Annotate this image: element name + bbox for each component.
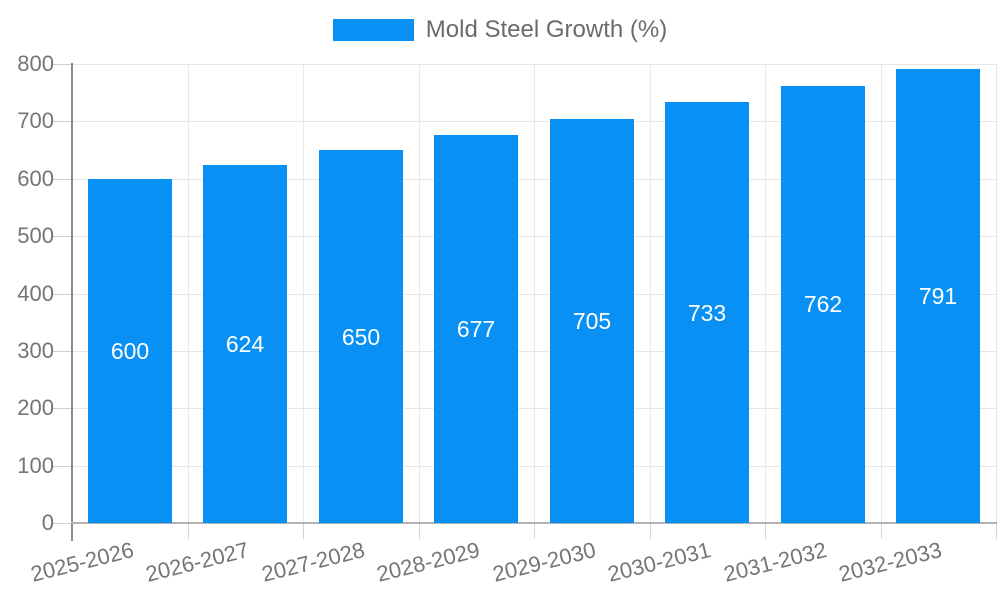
- bar-2031-2032[interactable]: [781, 86, 865, 523]
- y-axis-tick: [52, 523, 72, 524]
- y-axis-label: 100: [17, 453, 54, 478]
- bar-value-label: 600: [110, 338, 150, 364]
- x-axis-tick: [534, 523, 535, 539]
- bar-2032-2033[interactable]: [896, 69, 980, 523]
- y-axis-tick: [52, 408, 72, 409]
- y-axis-label: 300: [17, 338, 54, 363]
- x-axis-label: 2032-2033: [835, 537, 945, 587]
- gridline-vertical: [765, 64, 766, 523]
- gridline-vertical: [650, 64, 651, 523]
- bar-value-label: 762: [803, 291, 843, 317]
- x-axis-tick: [188, 523, 189, 539]
- bar-value-label: 650: [341, 324, 381, 350]
- x-axis-tick: [881, 523, 882, 539]
- gridline-vertical: [881, 64, 882, 523]
- y-axis-tick: [52, 64, 72, 65]
- bar-value-label: 791: [918, 283, 958, 309]
- y-axis-label: 0: [41, 510, 54, 535]
- y-axis-label: 800: [17, 51, 54, 76]
- y-axis-tick: [52, 294, 72, 295]
- x-axis-label: 2028-2029: [373, 537, 483, 587]
- x-axis-tick: [765, 523, 766, 539]
- y-axis-tick: [52, 121, 72, 122]
- x-axis-label: 2029-2030: [489, 537, 599, 587]
- x-axis-line: [71, 522, 997, 524]
- gridline-vertical: [534, 64, 535, 523]
- bar-2030-2031[interactable]: [665, 102, 749, 523]
- y-axis-tick: [52, 351, 72, 352]
- x-axis-label: 2030-2031: [604, 537, 714, 587]
- bar-2027-2028[interactable]: [319, 150, 403, 523]
- x-axis-label: 2025-2026: [27, 537, 137, 587]
- y-axis-line: [71, 63, 73, 541]
- legend-label: Mold Steel Growth (%): [425, 16, 668, 43]
- gridline-vertical: [303, 64, 304, 523]
- x-axis-tick: [303, 523, 304, 539]
- bar-value-label: 705: [572, 308, 612, 334]
- y-axis-label: 200: [17, 395, 54, 420]
- y-axis-label: 700: [17, 108, 54, 133]
- x-axis-tick: [419, 523, 420, 539]
- bar-2028-2029[interactable]: [434, 135, 518, 523]
- x-axis-label: 2027-2028: [258, 537, 368, 587]
- bar-value-label: 733: [687, 300, 727, 326]
- y-axis-label: 600: [17, 166, 54, 191]
- x-axis-tick: [996, 523, 997, 539]
- bar-value-label: 624: [225, 331, 265, 357]
- legend-swatch: [332, 19, 414, 41]
- bar-2026-2027[interactable]: [203, 165, 287, 523]
- x-axis-label: 2026-2027: [142, 537, 252, 587]
- y-axis-label: 500: [17, 223, 54, 248]
- bar-2025-2026[interactable]: [88, 179, 172, 523]
- x-axis-tick: [650, 523, 651, 539]
- y-axis-tick: [52, 466, 72, 467]
- x-axis-label: 2031-2032: [720, 537, 830, 587]
- legend-item[interactable]: Mold Steel Growth (%): [0, 16, 1000, 44]
- gridline-vertical: [188, 64, 189, 523]
- y-axis-label: 400: [17, 281, 54, 306]
- bar-2029-2030[interactable]: [550, 119, 634, 523]
- gridline-vertical: [419, 64, 420, 523]
- y-axis-tick: [52, 236, 72, 237]
- bar-value-label: 677: [456, 316, 496, 342]
- gridline-vertical: [996, 64, 997, 523]
- y-axis-tick: [52, 179, 72, 180]
